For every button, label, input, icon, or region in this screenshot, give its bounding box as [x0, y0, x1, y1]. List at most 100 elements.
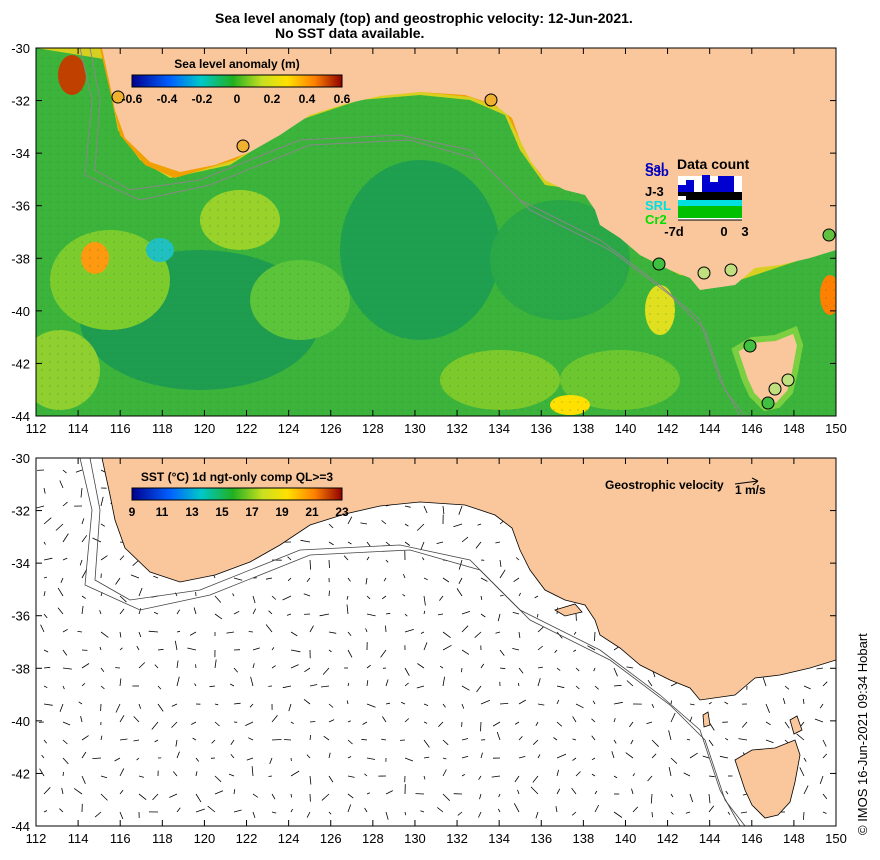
velocity-arrow: [55, 523, 64, 531]
velocity-arrow: [461, 703, 465, 709]
velocity-arrow: [62, 667, 72, 670]
velocity-arrow: [176, 630, 181, 633]
velocity-arrow: [119, 647, 123, 651]
x-tick-label: 132: [446, 831, 468, 846]
velocity-arrow: [80, 716, 83, 723]
x-tick-label: 122: [236, 831, 258, 846]
velocity-arrow: [138, 793, 147, 801]
tide-gauge-marker[interactable]: [761, 396, 775, 410]
velocity-arrow: [423, 610, 426, 615]
x-tick-label: 112: [26, 831, 47, 846]
velocity-arrow: [194, 683, 197, 687]
velocity-arrow: [461, 738, 469, 741]
data-count-label: Cr2: [645, 212, 667, 227]
velocity-arrow: [136, 757, 140, 761]
velocity-arrow: [100, 775, 108, 779]
tide-gauge-marker[interactable]: [111, 90, 125, 104]
velocity-arrow: [62, 685, 65, 690]
velocity-arrow: [81, 569, 88, 579]
velocity-arrow: [252, 608, 257, 615]
velocity-arrow: [290, 793, 292, 798]
velocity-arrow: [136, 645, 140, 651]
tide-gauge-marker[interactable]: [484, 93, 498, 107]
velocity-arrow: [176, 751, 180, 759]
velocity-arrow: [362, 721, 368, 725]
tide-gauge-marker[interactable]: [236, 139, 250, 153]
velocity-arrow: [347, 804, 352, 813]
tide-gauge-marker[interactable]: [724, 263, 738, 277]
velocity-arrow: [271, 595, 277, 600]
data-count-label: SRL: [645, 198, 671, 213]
velocity-arrow: [250, 676, 254, 687]
tide-gauge-marker[interactable]: [768, 382, 782, 396]
velocity-arrow: [423, 775, 426, 780]
velocity-arrow: [385, 559, 389, 563]
velocity-arrow: [195, 771, 198, 777]
velocity-arrow: [209, 685, 216, 688]
velocity-arrow: [822, 793, 828, 800]
velocity-arrow: [497, 613, 501, 622]
velocity-arrow: [556, 721, 563, 727]
velocity-arrow: [43, 810, 48, 813]
velocity-arrow: [130, 574, 140, 579]
velocity-arrow: [287, 577, 292, 582]
velocity-arrow: [366, 595, 371, 600]
velocity-arrow: [189, 631, 197, 636]
velocity-arrow: [100, 631, 109, 638]
velocity-panel-frame: [35, 457, 837, 827]
velocity-arrow: [475, 541, 482, 549]
colorbar-tick-label: 0.4: [299, 92, 316, 106]
velocity-arrow: [442, 739, 449, 746]
velocity-arrow: [442, 757, 447, 760]
colorbar-tick-label: 23: [335, 505, 349, 519]
velocity-arrow: [114, 757, 121, 762]
y-tick-label: -30: [11, 41, 30, 56]
tide-gauge-marker[interactable]: [822, 228, 836, 242]
tide-gauge-marker[interactable]: [781, 373, 795, 387]
tide-gauge-marker[interactable]: [652, 257, 666, 271]
velocity-arrow: [252, 595, 256, 604]
velocity-arrow: [796, 733, 805, 741]
velocity-arrow: [442, 769, 447, 777]
velocity-arrow: [268, 775, 273, 777]
velocity-arrow: [252, 793, 259, 798]
velocity-arrow: [499, 649, 505, 656]
velocity-arrow: [226, 631, 235, 634]
velocity-arrow: [81, 595, 86, 599]
velocity-arrow: [61, 787, 64, 795]
data-count-tick: 3: [741, 224, 748, 239]
velocity-arrow: [62, 628, 68, 633]
y-tick-label: -34: [11, 146, 30, 161]
velocity-arrow: [366, 556, 370, 561]
velocity-arrow: [651, 739, 659, 747]
x-tick-label: 148: [783, 421, 805, 436]
velocity-arrow: [303, 593, 311, 597]
colorbar-tick-label: 11: [156, 505, 169, 519]
tide-gauge-marker[interactable]: [697, 266, 711, 280]
velocity-arrow: [477, 523, 482, 526]
velocity-arrow: [556, 699, 560, 705]
velocity-arrow: [360, 522, 368, 525]
velocity-arrow: [442, 793, 450, 801]
velocity-arrow: [268, 610, 273, 615]
velocity-arrow: [365, 577, 368, 585]
velocity-arrow: [81, 751, 87, 759]
velocity-arrow: [724, 737, 729, 741]
velocity-arrow: [382, 716, 387, 723]
velocity-arrow: [119, 631, 122, 638]
sla-colorbar-ticks: -0.6 -0.4 -0.2 0 0.2 0.4 0.6: [122, 92, 351, 106]
sst-colorbar-title: SST (°C) 1d ngt-only comp QL>=3: [141, 470, 333, 484]
velocity-arrow: [230, 739, 235, 746]
velocity-arrow: [651, 753, 657, 759]
velocity-arrow: [364, 807, 368, 813]
velocity-arrow: [192, 737, 197, 741]
velocity-arrow: [499, 667, 506, 670]
velocity-arrow: [404, 757, 414, 762]
x-tick-label: 130: [404, 831, 426, 846]
velocity-arrow: [480, 577, 488, 582]
x-tick-label: 132: [446, 421, 468, 436]
x-tick-label: 150: [825, 421, 847, 436]
velocity-arrow: [719, 755, 729, 759]
velocity-arrow: [613, 667, 618, 677]
tide-gauge-marker[interactable]: [743, 339, 757, 353]
